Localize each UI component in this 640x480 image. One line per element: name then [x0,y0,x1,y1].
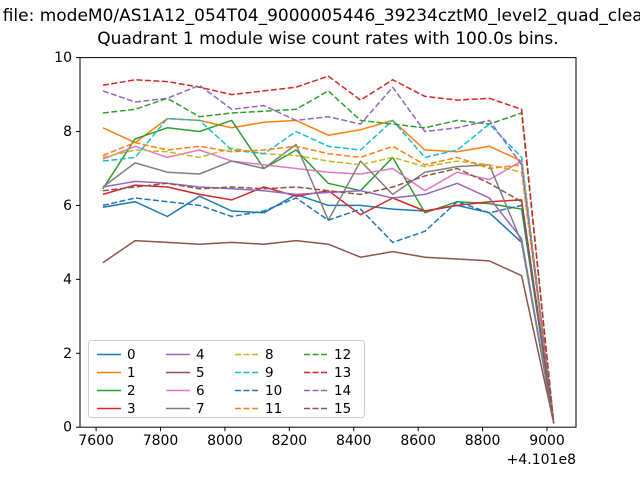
x-tick-label: 8600 [400,433,436,449]
legend-label-10: 10 [265,383,282,399]
axes-frame [79,57,577,428]
series-line-4 [102,180,555,424]
legend-label-2: 2 [127,383,136,399]
legend-label-14: 14 [334,383,351,399]
legend-label-3: 3 [127,401,136,417]
series-group [102,75,555,424]
figure-suptitle: n file: modeM0/AS1A12_054T04_9000005446_… [0,6,640,26]
series-line-13 [102,75,555,424]
chart-title: Quadrant 1 module wise count rates with … [97,29,558,49]
series-line-9 [102,117,555,424]
legend-label-13: 13 [334,365,351,381]
x-tick-label: 8400 [336,433,372,449]
x-axis-offset-text: +4.101e8 [507,452,576,468]
legend-label-15: 15 [334,401,351,417]
legend-label-5: 5 [196,365,205,381]
y-tick-label: 10 [54,50,72,66]
series-line-6 [102,145,555,424]
series-line-5 [102,239,555,424]
legend-label-11: 11 [265,401,282,417]
legend-label-4: 4 [196,347,205,363]
y-tick-label: 2 [63,346,72,362]
y-tick-label: 8 [63,124,72,140]
series-line-11 [102,141,555,424]
legend-label-12: 12 [334,347,351,363]
series-line-10 [102,197,555,424]
x-tick-label: 8200 [272,433,308,449]
x-tick-label: 8000 [207,433,243,449]
legend-label-1: 1 [127,365,136,381]
y-tick-label: 4 [63,272,72,288]
y-tick-label: 6 [63,198,72,214]
series-line-12 [102,90,555,424]
x-tick-label: 7600 [78,433,114,449]
x-tick-label: 8800 [465,433,501,449]
legend-label-7: 7 [196,401,205,417]
series-line-14 [102,84,555,424]
y-tick-label: 0 [63,420,72,436]
legend-frame [88,340,365,418]
x-tick-label: 7800 [143,433,179,449]
series-line-15 [102,167,555,424]
x-tick-label: 9000 [529,433,565,449]
legend-label-0: 0 [127,347,136,363]
series-line-0 [102,193,555,424]
legend-label-9: 9 [265,365,274,381]
legend-label-6: 6 [196,383,205,399]
legend-label-8: 8 [265,347,274,363]
